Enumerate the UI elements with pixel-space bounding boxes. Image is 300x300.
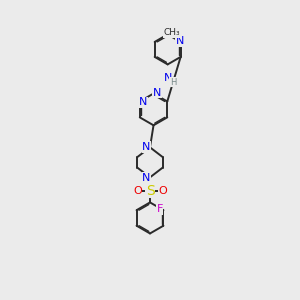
Text: CH₃: CH₃ — [163, 28, 180, 37]
Text: O: O — [133, 186, 142, 196]
Text: N: N — [152, 88, 161, 98]
Text: O: O — [158, 186, 167, 196]
Text: N: N — [142, 173, 151, 183]
Text: H: H — [170, 78, 176, 87]
Text: N: N — [164, 73, 172, 83]
Text: N: N — [176, 36, 184, 46]
Text: N: N — [142, 142, 151, 152]
Text: S: S — [146, 184, 154, 198]
Text: F: F — [156, 204, 163, 214]
Text: N: N — [139, 98, 147, 107]
